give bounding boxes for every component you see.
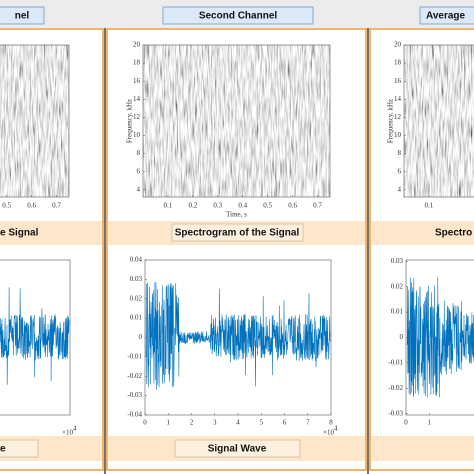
label-strip <box>371 436 474 461</box>
spectrogram-frame <box>0 44 70 198</box>
x-tick-label: 0.7 <box>52 202 61 210</box>
y-tick-label: 8 <box>398 149 402 157</box>
y-tick-label: 6 <box>398 167 402 175</box>
tab[interactable] <box>419 6 474 25</box>
waveform <box>145 282 331 390</box>
y-tick-label: 20 <box>394 41 402 49</box>
tab[interactable] <box>0 6 45 25</box>
panel-label: Spectro <box>435 228 472 239</box>
y-tick-label: 12 <box>394 113 402 121</box>
tab-label: Average <box>426 11 466 22</box>
spectrogram-image <box>143 45 330 197</box>
y-tick-label: -0.02 <box>388 384 403 392</box>
panel-label: e <box>0 444 6 455</box>
y-tick-label: 0.01 <box>391 308 404 316</box>
panel-label: Signal Wave <box>208 444 267 455</box>
y-tick-label: 4 <box>398 185 402 193</box>
x-exponent: 4 <box>73 425 77 433</box>
y-axis-label: Frequency, kHz <box>387 99 395 143</box>
label-box <box>171 223 304 242</box>
x-tick-label: 8 <box>329 419 333 427</box>
panel-label: e Signal <box>0 228 39 239</box>
y-tick-label: 0.03 <box>130 275 143 283</box>
x-exponent: 4 <box>334 425 338 433</box>
y-tick-label: 0.03 <box>391 257 404 265</box>
tab[interactable] <box>162 6 314 25</box>
x-tick-label: 0.5 <box>263 202 272 210</box>
x-tick-label: 0.5 <box>2 202 11 210</box>
y-tick-label: 14 <box>133 95 141 103</box>
y-tick-label: 10 <box>133 131 141 139</box>
x-tick-label: 0.2 <box>188 202 197 210</box>
y-axis-label: Frequency, kHz <box>126 99 134 143</box>
y-tick-label: 0.02 <box>391 282 404 290</box>
spectrogram-frame <box>142 44 331 198</box>
x-tick-label: 6 <box>283 419 287 427</box>
x-tick-label: 0 <box>143 419 147 427</box>
y-tick-label: -0.03 <box>388 409 403 417</box>
y-tick-label: -0.03 <box>127 391 142 399</box>
panels: 0.5 0.6 0.7e Signal×10 4e0.1 0.2 0.3 0.4 0.5 0.6… <box>0 28 474 474</box>
y-tick-label: 0 <box>400 333 404 341</box>
y-tick-label: 0.01 <box>130 314 143 322</box>
x-tick-label: 0.4 <box>238 202 247 210</box>
y-tick-label: 16 <box>394 77 402 85</box>
x-tick-label: 0.1 <box>164 202 173 210</box>
x-tick-label: 0.6 <box>27 202 36 210</box>
x-tick-label: 4 <box>236 419 240 427</box>
y-tick-label: 18 <box>133 59 141 67</box>
y-tick-label: 0 <box>139 333 143 341</box>
label-box <box>174 439 301 458</box>
y-tick-label: 10 <box>394 131 402 139</box>
label-box <box>0 439 39 458</box>
y-tick-label: 0.04 <box>130 256 143 264</box>
y-tick-label: 6 <box>137 167 141 175</box>
spectrogram-frame <box>403 44 474 198</box>
x-tick-label: 3 <box>213 419 217 427</box>
x-tick-label: 7 <box>306 419 310 427</box>
y-tick-label: 4 <box>137 185 141 193</box>
x-tick-label: 5 <box>260 419 264 427</box>
y-tick-label: 20 <box>133 41 141 49</box>
x-axis-label: Time, s <box>226 211 247 219</box>
y-tick-label: -0.01 <box>127 352 142 360</box>
y-tick-label: 16 <box>133 77 141 85</box>
tab-label: Second Channel <box>199 11 278 22</box>
y-tick-label: 0.02 <box>130 294 143 302</box>
x-tick-label: 0.3 <box>213 202 222 210</box>
y-tick-label: 18 <box>394 59 402 67</box>
x-tick-label: 1 <box>428 419 432 427</box>
y-tick-label: -0.02 <box>127 372 142 380</box>
x-tick-label: 1 <box>167 419 171 427</box>
waveform <box>0 287 70 385</box>
y-tick-label: 8 <box>137 149 141 157</box>
x-tick-label: 2 <box>190 419 194 427</box>
label-strip <box>371 221 474 245</box>
x-tick-label: 0.7 <box>313 202 322 210</box>
spectrogram-image <box>0 45 69 197</box>
y-tick-label: 14 <box>394 95 402 103</box>
label-strip <box>0 221 102 245</box>
waveform <box>406 277 474 398</box>
y-tick-label: -0.01 <box>388 359 403 367</box>
x-exponent-base: ×10 <box>62 429 73 437</box>
panel-label: Spectrogram of the Signal <box>175 228 300 239</box>
x-tick-label: 0.1 <box>425 202 434 210</box>
x-exponent-base: ×10 <box>323 429 334 437</box>
y-tick-label: -0.04 <box>127 411 142 419</box>
tab-label: nel <box>15 11 30 22</box>
y-tick-label: 12 <box>133 113 141 121</box>
x-tick-label: 0.6 <box>288 202 297 210</box>
x-tick-label: 0 <box>404 419 408 427</box>
spectrogram-image <box>404 45 474 197</box>
